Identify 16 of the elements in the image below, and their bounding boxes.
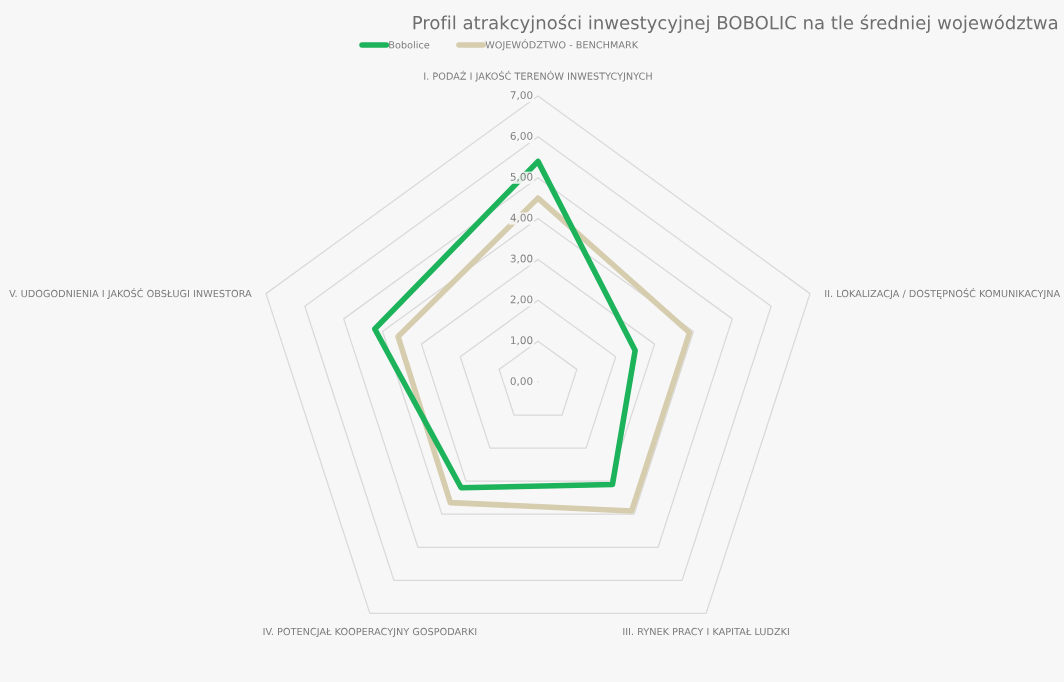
- chart-title: Profil atrakcyjności inwestycyjnej BOBOLIC na tle średniej województwa: [413, 14, 1058, 33]
- y-tick-label: 3,00: [510, 254, 533, 264]
- legend-label: Bobolice: [389, 40, 430, 49]
- spoke-label: IV. POTENCJAŁ KOOPERACYJNY GOSPODARKI: [263, 627, 477, 638]
- y-tick-label: 2,00: [510, 295, 533, 305]
- spoke-label: I. PODAŻ I JAKOŚĆ TERENÓW INWESTYCYJNYCH: [424, 70, 652, 82]
- y-tick-label: 5,00: [510, 172, 533, 182]
- y-tick-label: 0,00: [510, 377, 533, 387]
- spoke-label: II. LOKALIZACJA / DOSTĘPNOŚĆ KOMUNIKACYJNA: [825, 288, 1061, 300]
- y-tick-label: 4,00: [510, 213, 533, 223]
- y-tick-label: 6,00: [510, 132, 533, 141]
- y-tick-label: 1,00: [511, 336, 533, 346]
- spoke-label: V. UDOGODNIENIA I JAKOŚĆ OBSŁUGI INWESTORA: [9, 288, 252, 300]
- spoke-label: III. RYNEK PRACY I KAPITAŁ LUDZKI: [623, 627, 789, 636]
- y-tick-label: 7,00: [510, 91, 533, 101]
- legend-label: WOJEWÓDZTWO - BENCHMARK: [485, 39, 639, 51]
